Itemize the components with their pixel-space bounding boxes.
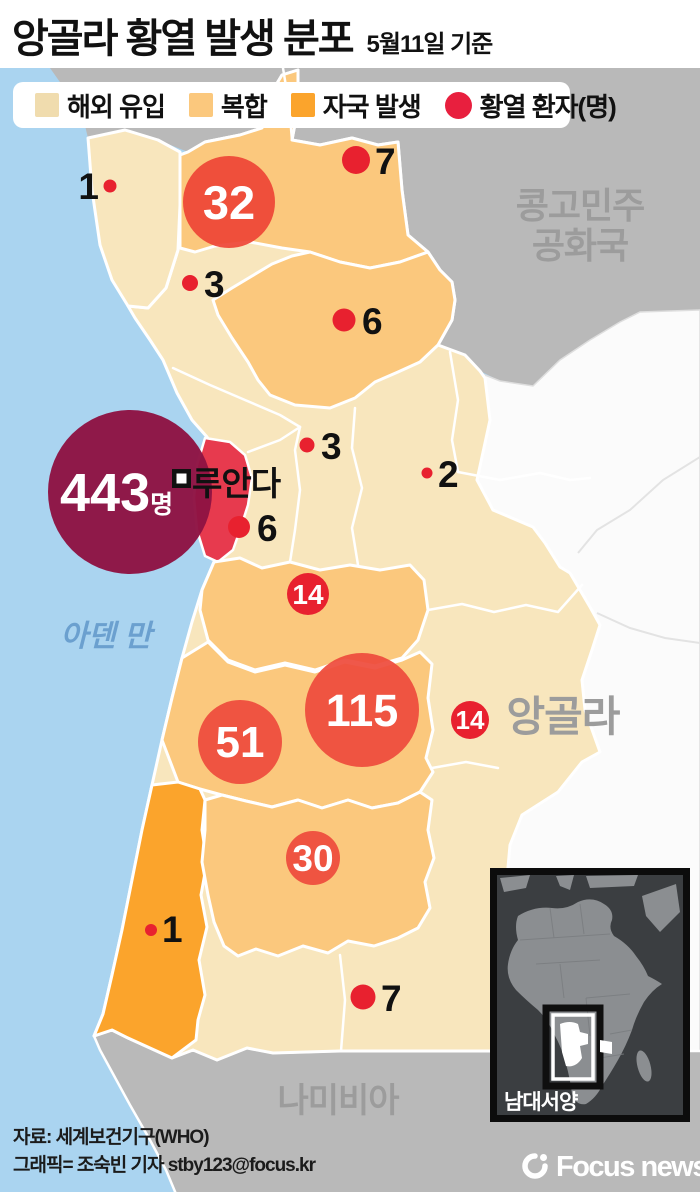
case-value-2-lunda: 2 bbox=[438, 454, 459, 495]
case-circle-115 bbox=[305, 653, 419, 767]
case-value-30: 30 bbox=[292, 838, 333, 879]
legend: 해외 유입 복합 자국 발생 황열 환자(명) bbox=[13, 82, 617, 128]
case-value-14a: 14 bbox=[292, 579, 324, 610]
city-luanda: 루안다 bbox=[172, 465, 283, 502]
label-sea: 아덴 만 bbox=[60, 620, 156, 653]
logo-swirl-icon bbox=[522, 1153, 548, 1179]
province-cabinda bbox=[86, 128, 182, 310]
city-label: 루안다 bbox=[192, 465, 282, 502]
label-drc-line1: 콩고민주 bbox=[516, 185, 644, 226]
inset-angola-nub bbox=[600, 1040, 612, 1054]
case-circle-32 bbox=[183, 156, 275, 248]
legend-swatch-domestic bbox=[290, 93, 315, 117]
case-value-3-mid: 3 bbox=[321, 426, 342, 467]
case-circle-30 bbox=[286, 831, 340, 885]
label-drc-line2: 공화국 bbox=[532, 225, 628, 266]
country-labels: 콩고민주 공화국 앙골라 나미비아 bbox=[277, 185, 645, 1120]
case-dot-7-south bbox=[350, 984, 376, 1010]
case-value-1-namibe: 1 bbox=[162, 909, 183, 950]
label-angola: 앙골라 bbox=[507, 693, 621, 740]
angola-map: 콩고민주 공화국 앙골라 나미비아 아덴 만 32 443명 115 51 30… bbox=[0, 68, 700, 1192]
logo-swirl-dot bbox=[540, 1154, 547, 1161]
case-value-115: 115 bbox=[326, 685, 399, 736]
legend-case-circle-icon bbox=[444, 91, 472, 119]
logo-text: Focus news bbox=[556, 1151, 700, 1183]
legend-swatch-imported bbox=[35, 93, 59, 117]
legend-label-imported: 해외 유입 bbox=[67, 91, 166, 122]
case-dot-7-north bbox=[342, 146, 370, 174]
case-dot-6-luanda-east bbox=[228, 516, 250, 538]
legend-label-mixed: 복합 bbox=[220, 91, 268, 122]
case-dot-1-cabinda bbox=[103, 179, 117, 193]
source-line: 자료: 세계보건기구(WHO) bbox=[13, 1127, 210, 1148]
case-dot-6-malanje bbox=[332, 308, 356, 332]
case-value-6-luanda-east: 6 bbox=[257, 508, 278, 549]
case-circle-443 bbox=[48, 410, 212, 574]
case-value-443: 443명 bbox=[60, 463, 173, 523]
header: 앙골라 황열 발생 분포 5월11일 기준 bbox=[12, 6, 692, 66]
case-circle-14a bbox=[287, 573, 329, 615]
case-dot-2-lunda bbox=[421, 467, 433, 479]
label-namibia: 나미비아 bbox=[277, 1082, 399, 1120]
case-value-7-north: 7 bbox=[375, 141, 396, 182]
border-east-2 bbox=[596, 612, 700, 644]
case-value-3-bengo: 3 bbox=[204, 264, 225, 305]
date-note: 5월11일 기준 bbox=[366, 31, 494, 58]
case-dot-3-bengo bbox=[182, 275, 198, 291]
case-markers: 32 443명 115 51 30 14 14 1 7 3 bbox=[48, 141, 489, 1019]
case-value-7-south: 7 bbox=[381, 978, 402, 1019]
case-value-51: 51 bbox=[216, 718, 265, 767]
focus-news-logo: Focus news bbox=[522, 1151, 700, 1183]
credit-line: 그래픽= 조숙빈 기자 stby123@focus.kr bbox=[13, 1155, 316, 1176]
city-marker-icon-inner bbox=[176, 473, 187, 484]
case-value-1-cabinda: 1 bbox=[78, 166, 99, 207]
africa-country-borders bbox=[519, 903, 633, 1059]
africa-silhouette bbox=[500, 875, 680, 1105]
inset-map: 남대서양 bbox=[490, 868, 690, 1122]
legend-label-domestic: 자국 발생 bbox=[322, 91, 422, 122]
legend-label-cases: 황열 환자(명) bbox=[479, 91, 617, 122]
case-dot-3-mid bbox=[299, 437, 315, 453]
inset-ocean-label: 남대서양 bbox=[504, 1091, 578, 1114]
province-namibe-domestic bbox=[92, 780, 209, 1060]
case-value-6-malanje: 6 bbox=[362, 301, 383, 342]
border-east-1 bbox=[577, 456, 700, 554]
page-title: 앙골라 황열 발생 분포 bbox=[12, 17, 355, 61]
country-drc bbox=[50, 68, 700, 386]
inset-highlight-frame-inner bbox=[551, 1013, 595, 1081]
case-dot-1-namibe bbox=[145, 924, 157, 936]
footer: 자료: 세계보건기구(WHO) 그래픽= 조숙빈 기자 stby123@focu… bbox=[13, 1124, 316, 1180]
legend-swatch-mixed bbox=[188, 93, 213, 117]
case-circle-14b bbox=[451, 701, 489, 739]
case-value-14b: 14 bbox=[456, 705, 485, 735]
case-circle-51 bbox=[198, 700, 282, 784]
inset-angola-shape bbox=[560, 1022, 588, 1067]
case-value-32: 32 bbox=[203, 176, 255, 229]
province-malanje-mixed bbox=[211, 250, 457, 410]
